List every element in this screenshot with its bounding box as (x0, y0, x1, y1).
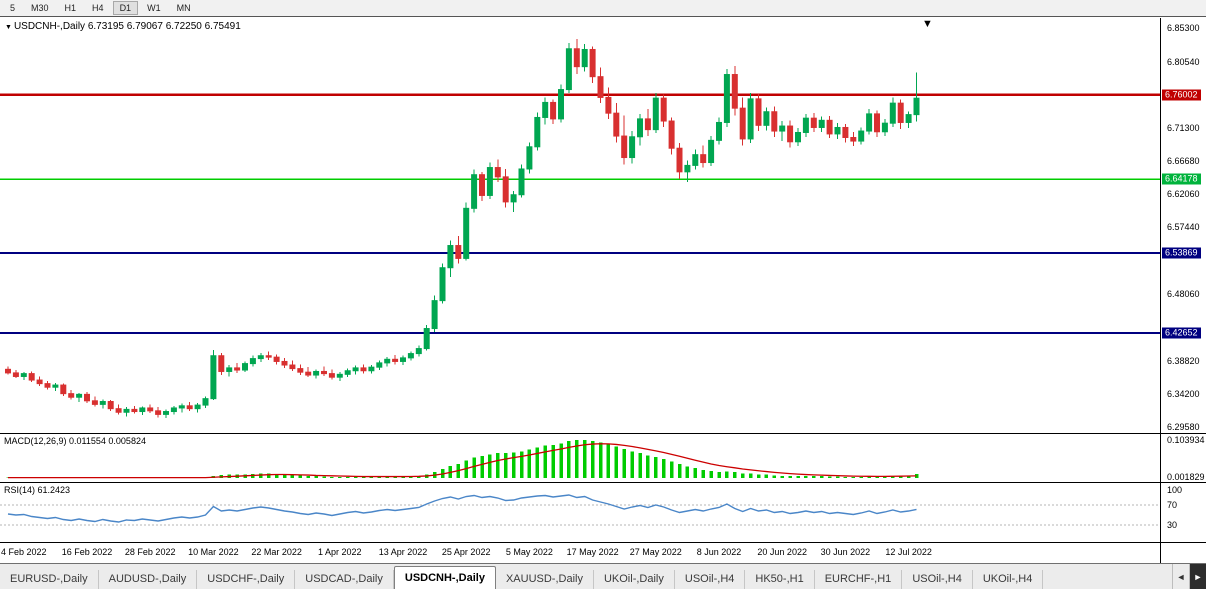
macd-panel-row: MACD(12,26,9) 0.011554 0.005824 0.103934… (0, 434, 1206, 482)
macd-panel[interactable]: MACD(12,26,9) 0.011554 0.005824 (0, 434, 1161, 482)
time-axis-label: 27 May 2022 (629, 547, 682, 557)
macd-chart-svg (6, 440, 919, 479)
panel-separator[interactable] (0, 433, 1206, 434)
panel-separator (0, 542, 1206, 543)
macd-current-values: 0.011554 0.005824 (69, 436, 146, 446)
price-level-label: 6.76002 (1162, 89, 1201, 101)
main-chart-row: ▼ USDCNH-,Daily 6.73195 6.79067 6.72250 6… (0, 18, 1206, 433)
price-level-label: 6.64178 (1162, 173, 1201, 185)
time-axis-label: 30 Jun 2022 (820, 547, 871, 557)
chart-ohlc-values: 6.73195 6.79067 6.72250 6.75491 (87, 21, 241, 32)
bottom-tab-usoil-h4[interactable]: USOil-,H4 (675, 570, 746, 589)
time-axis-label: 8 Jun 2022 (696, 547, 742, 557)
bottom-tab-usdcad-daily[interactable]: USDCAD-,Daily (295, 570, 394, 589)
candlestick-chart-svg (0, 38, 1160, 418)
symbol-tab-bar: EURUSD-,Daily AUDUSD-,Daily USDCHF-,Daily U… (0, 563, 1206, 589)
main-chart[interactable]: ▼ USDCNH-,Daily 6.73195 6.79067 6.72250 6… (0, 18, 1161, 433)
chart-title: ▼ USDCNH-,Daily 6.73195 6.79067 6.72250 6… (5, 21, 241, 32)
timeframe-button-h4[interactable]: H4 (92, 3, 104, 13)
rsi-axis: 100 70 30 (1161, 483, 1206, 542)
time-axis-label: 25 Apr 2022 (441, 547, 491, 557)
bottom-tab-usdcnh-daily[interactable]: USDCNH-,Daily (393, 566, 496, 589)
rsi-current-value: 61.2423 (37, 485, 71, 495)
rsi-panel-row: RSI(14) 61.2423 100 70 30 (0, 483, 1206, 542)
time-axis-label: 17 May 2022 (566, 547, 619, 557)
timeframe-button-5[interactable]: 5 (10, 3, 16, 13)
panel-separator[interactable] (0, 482, 1206, 483)
macd-label: MACD(12,26,9) 0.011554 0.005824 (4, 436, 146, 446)
macd-axis-tick: 0.103934 (1167, 435, 1205, 446)
bottom-tab-hk50-h1[interactable]: HK50-,H1 (745, 570, 815, 589)
bottom-tab-eurusd-daily[interactable]: EURUSD-,Daily (0, 570, 99, 589)
price-axis-tick: 6.34200 (1167, 388, 1200, 399)
rsi-axis-tick: 70 (1167, 500, 1178, 510)
timeframe-button-mn[interactable]: MN (176, 3, 191, 13)
time-axis-label: 5 May 2022 (505, 547, 553, 557)
tab-scroll-arrows: ◄ ► (1172, 564, 1206, 589)
price-axis-tick: 6.66680 (1167, 156, 1200, 167)
tab-scroll-left-button[interactable]: ◄ (1172, 564, 1189, 589)
timeframe-button-m30[interactable]: M30 (31, 3, 49, 13)
macd-axis: 0.103934 0.001829 (1161, 434, 1206, 482)
time-axis-corner (1161, 543, 1206, 563)
time-axis[interactable]: 4 Feb 2022 16 Feb 2022 28 Feb 2022 10 Mar 2… (0, 543, 1161, 563)
price-axis-tick: 6.71300 (1167, 123, 1200, 134)
rsi-axis-tick: 100 (1167, 485, 1183, 495)
time-axis-label: 20 Jun 2022 (757, 547, 807, 557)
price-level-label: 6.53869 (1162, 247, 1201, 259)
time-axis-label: 12 Jul 2022 (885, 547, 932, 557)
macd-name: MACD(12,26,9) (4, 436, 67, 446)
rsi-axis-tick: 30 (1167, 520, 1178, 530)
timeframe-button-h1[interactable]: H1 (64, 3, 77, 13)
price-axis-tick: 6.85300 (1167, 23, 1200, 34)
chart-symbol-label: USDCNH-,Daily (13, 21, 86, 32)
time-axis-label: 4 Feb 2022 (1, 547, 47, 557)
price-axis-tick: 6.62060 (1167, 189, 1200, 200)
time-axis-label: 13 Apr 2022 (378, 547, 428, 557)
timeframe-button-w1[interactable]: W1 (147, 3, 161, 13)
bottom-tab-usoil-h4[interactable]: USOil-,H4 (902, 570, 973, 589)
price-axis-tick: 6.38820 (1167, 355, 1200, 366)
tab-scroll-right-button[interactable]: ► (1189, 564, 1206, 589)
rsi-label: RSI(14) 61.2423 (4, 485, 70, 495)
bottom-tab-ukoil-h4[interactable]: UKOil-,H4 (973, 570, 1044, 589)
price-axis-tick: 6.57440 (1167, 222, 1200, 233)
time-axis-label: 22 Mar 2022 (251, 547, 302, 557)
rsi-name: RSI(14) (4, 485, 36, 495)
price-axis[interactable]: 6.85300 6.80540 6.71300 6.66680 6.62060 6.574… (1161, 18, 1206, 433)
price-axis-tick: 6.80540 (1167, 57, 1200, 68)
rsi-chart-svg (0, 494, 1160, 526)
symbol-tab-list: EURUSD-,Daily AUDUSD-,Daily USDCHF-,Daily U… (0, 566, 1044, 589)
timeframe-toolbar: 5 M30 H1 H4 D1 W1 MN (0, 0, 1206, 17)
macd-axis-tick: 0.001829 (1167, 472, 1205, 482)
time-axis-label: 28 Feb 2022 (124, 547, 176, 557)
title-marker-icon: ▼ (5, 24, 12, 31)
time-axis-label: 10 Mar 2022 (188, 547, 239, 557)
time-axis-label: 1 Apr 2022 (318, 547, 362, 557)
price-axis-tick: 6.48060 (1167, 289, 1200, 300)
bottom-tab-ukoil-daily[interactable]: UKOil-,Daily (594, 570, 675, 589)
rsi-panel[interactable]: RSI(14) 61.2423 (0, 483, 1161, 542)
time-axis-row: 4 Feb 2022 16 Feb 2022 28 Feb 2022 10 Mar 2… (0, 543, 1206, 563)
bottom-tab-xauusd-daily[interactable]: XAUUSD-,Daily (496, 570, 594, 589)
price-level-label: 6.42652 (1162, 327, 1201, 339)
time-axis-label: 16 Feb 2022 (61, 547, 113, 557)
bottom-tab-eurchf-h1[interactable]: EURCHF-,H1 (815, 570, 903, 589)
down-arrow-marker: ▼ (922, 18, 933, 30)
bottom-tab-audusd-daily[interactable]: AUDUSD-,Daily (99, 570, 198, 589)
bottom-tab-usdchf-daily[interactable]: USDCHF-,Daily (197, 570, 296, 589)
price-axis-tick: 6.29580 (1167, 421, 1200, 432)
timeframe-button-d1[interactable]: D1 (112, 1, 139, 15)
